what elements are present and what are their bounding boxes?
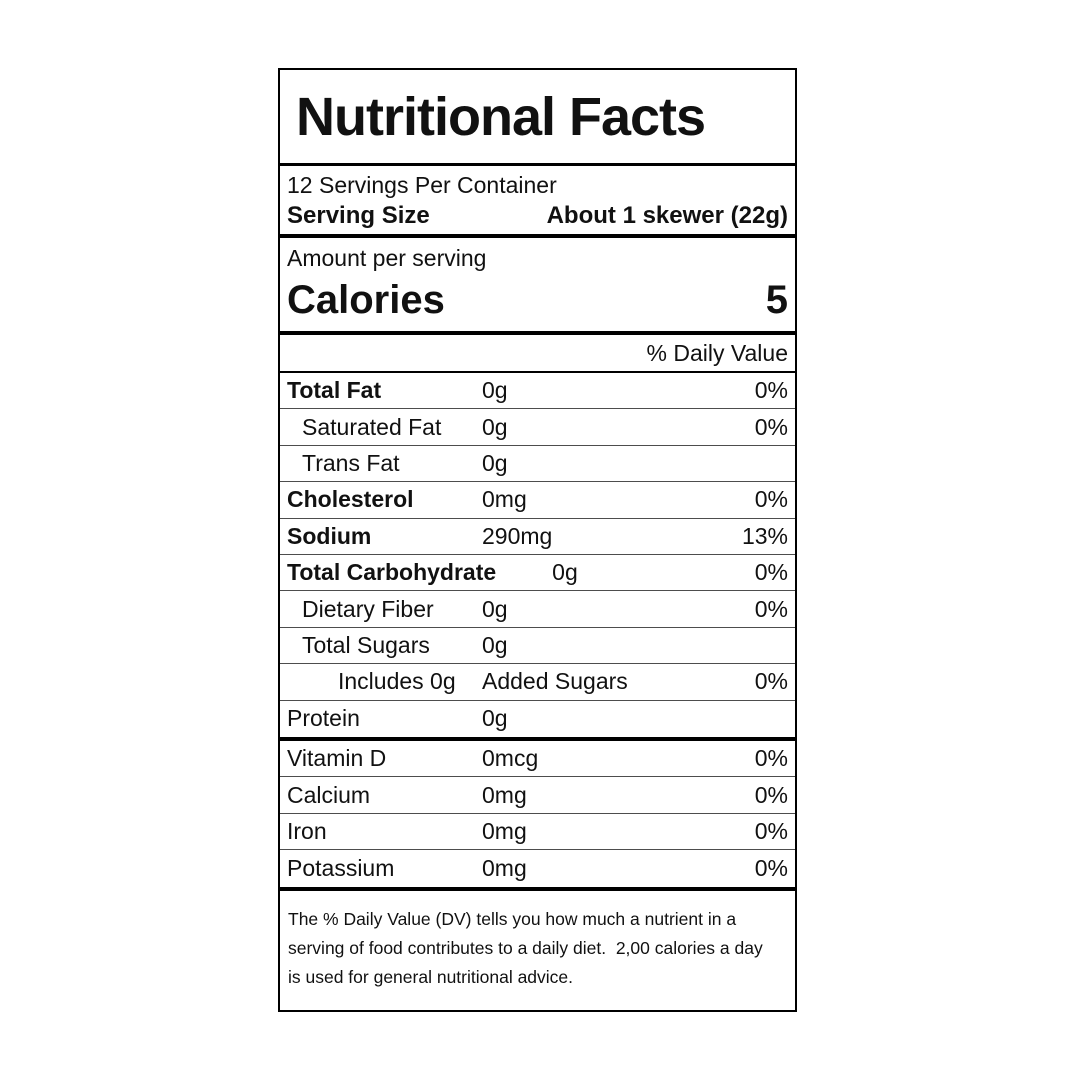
row-potassium: Potassium 0mg 0%: [280, 850, 795, 887]
daily-value-footnote: The % Daily Value (DV) tells you how muc…: [287, 891, 788, 992]
nutrient-amount: 0g: [482, 413, 508, 440]
nutrient-amount: 0g: [482, 705, 508, 732]
nutrient-daily-value: 0%: [754, 818, 788, 845]
nutrient-amount: 0g: [482, 631, 508, 658]
nutrient-daily-value: 0%: [754, 559, 788, 586]
nutrient-amount: 0g: [482, 449, 508, 476]
nutrient-amount: 0g: [482, 377, 508, 404]
nutrient-amount: 290mg: [482, 522, 553, 549]
nutrient-daily-value: 0%: [754, 745, 788, 772]
daily-value-header: % Daily Value: [280, 335, 795, 373]
nutrient-daily-value: 0%: [754, 486, 788, 513]
nutrient-name: Iron: [287, 818, 327, 845]
row-saturated-fat: Saturated Fat 0g 0%: [280, 409, 795, 446]
nutrient-amount: 0mcg: [482, 745, 539, 772]
nutrient-name: Trans Fat: [302, 449, 400, 476]
nutrient-amount: 0mg: [482, 486, 527, 513]
nutrient-amount: 0mg: [482, 781, 527, 808]
row-total-fat: Total Fat 0g 0%: [280, 373, 795, 410]
serving-size-row: Serving Size About 1 skewer (22g): [287, 202, 788, 230]
nutrient-amount: 0mg: [482, 855, 527, 882]
row-cholesterol: Cholesterol 0mg 0%: [280, 482, 795, 519]
calories-section: Amount per serving Calories 5: [280, 238, 795, 335]
row-sodium: Sodium 290mg 13%: [280, 519, 795, 555]
footnote-line: The % Daily Value (DV) tells you how muc…: [288, 908, 737, 929]
nutrient-daily-value: 0%: [754, 377, 788, 404]
row-total-carbohydrate: Total Carbohydrate 0g 0%: [280, 555, 795, 592]
nutrient-name: Includes 0g: [338, 668, 456, 695]
nutrient-amount: 0g: [482, 595, 508, 622]
footnote-line: is used for general nutritional advice.: [288, 966, 574, 987]
calories-value: 5: [765, 278, 788, 322]
nutrient-daily-value: 0%: [754, 668, 788, 695]
nutrient-name: Protein: [287, 705, 360, 732]
servings-per-container: 12 Servings Per Container: [287, 171, 557, 198]
nutrient-name: Dietary Fiber: [302, 595, 434, 622]
nutrient-daily-value: 13%: [741, 522, 788, 549]
calories-row: Calories 5: [287, 274, 788, 326]
row-dietary-fiber: Dietary Fiber 0g 0%: [280, 591, 795, 628]
nutrient-name: Total Sugars: [302, 631, 430, 658]
vitamin-mineral-rows: Vitamin D 0mcg 0% Calcium 0mg 0% Iron 0m…: [280, 741, 795, 891]
nutrient-daily-value: 0%: [754, 595, 788, 622]
row-total-sugars: Total Sugars 0g: [280, 628, 795, 665]
serving-size-value: About 1 skewer (22g): [546, 202, 788, 230]
nutrient-name: Vitamin D: [287, 745, 387, 772]
nutrient-name: Sodium: [287, 522, 372, 549]
daily-value-header-text: % Daily Value: [646, 339, 788, 366]
row-vitamin-d: Vitamin D 0mcg 0%: [280, 741, 795, 778]
serving-size-label: Serving Size: [287, 202, 430, 230]
footnote-line: serving of food contributes to a daily d…: [288, 937, 763, 958]
nutrient-name: Total Fat: [287, 377, 382, 404]
nutrition-facts-label: Nutritional Facts 12 Servings Per Contai…: [278, 68, 797, 1012]
row-added-sugars: Includes 0g Added Sugars 0%: [280, 664, 795, 701]
row-protein: Protein 0g: [280, 701, 795, 737]
nutrient-name: Total Carbohydrate: [287, 559, 497, 586]
nutrient-daily-value: 0%: [754, 781, 788, 808]
nutrient-name: Cholesterol: [287, 486, 414, 513]
nutrient-name: Potassium: [287, 855, 395, 882]
nutrient-amount: 0mg: [482, 818, 527, 845]
row-calcium: Calcium 0mg 0%: [280, 777, 795, 814]
calories-label: Calories: [287, 278, 445, 322]
main-nutrient-rows: Total Fat 0g 0% Saturated Fat 0g 0% Tran…: [280, 373, 795, 741]
title-section: Nutritional Facts: [280, 70, 795, 166]
row-iron: Iron 0mg 0%: [280, 814, 795, 851]
row-trans-fat: Trans Fat 0g: [280, 446, 795, 483]
amount-per-serving: Amount per serving: [287, 245, 487, 271]
nutrient-daily-value: 0%: [754, 413, 788, 440]
nutrient-amount: 0g: [552, 559, 578, 586]
nutrient-amount: Added Sugars: [482, 668, 628, 695]
nutrient-name: Saturated Fat: [302, 413, 442, 440]
nutrient-name: Calcium: [287, 781, 371, 808]
label-title: Nutritional Facts: [296, 86, 706, 147]
nutrient-daily-value: 0%: [754, 855, 788, 882]
serving-section: 12 Servings Per Container Serving Size A…: [280, 166, 795, 238]
